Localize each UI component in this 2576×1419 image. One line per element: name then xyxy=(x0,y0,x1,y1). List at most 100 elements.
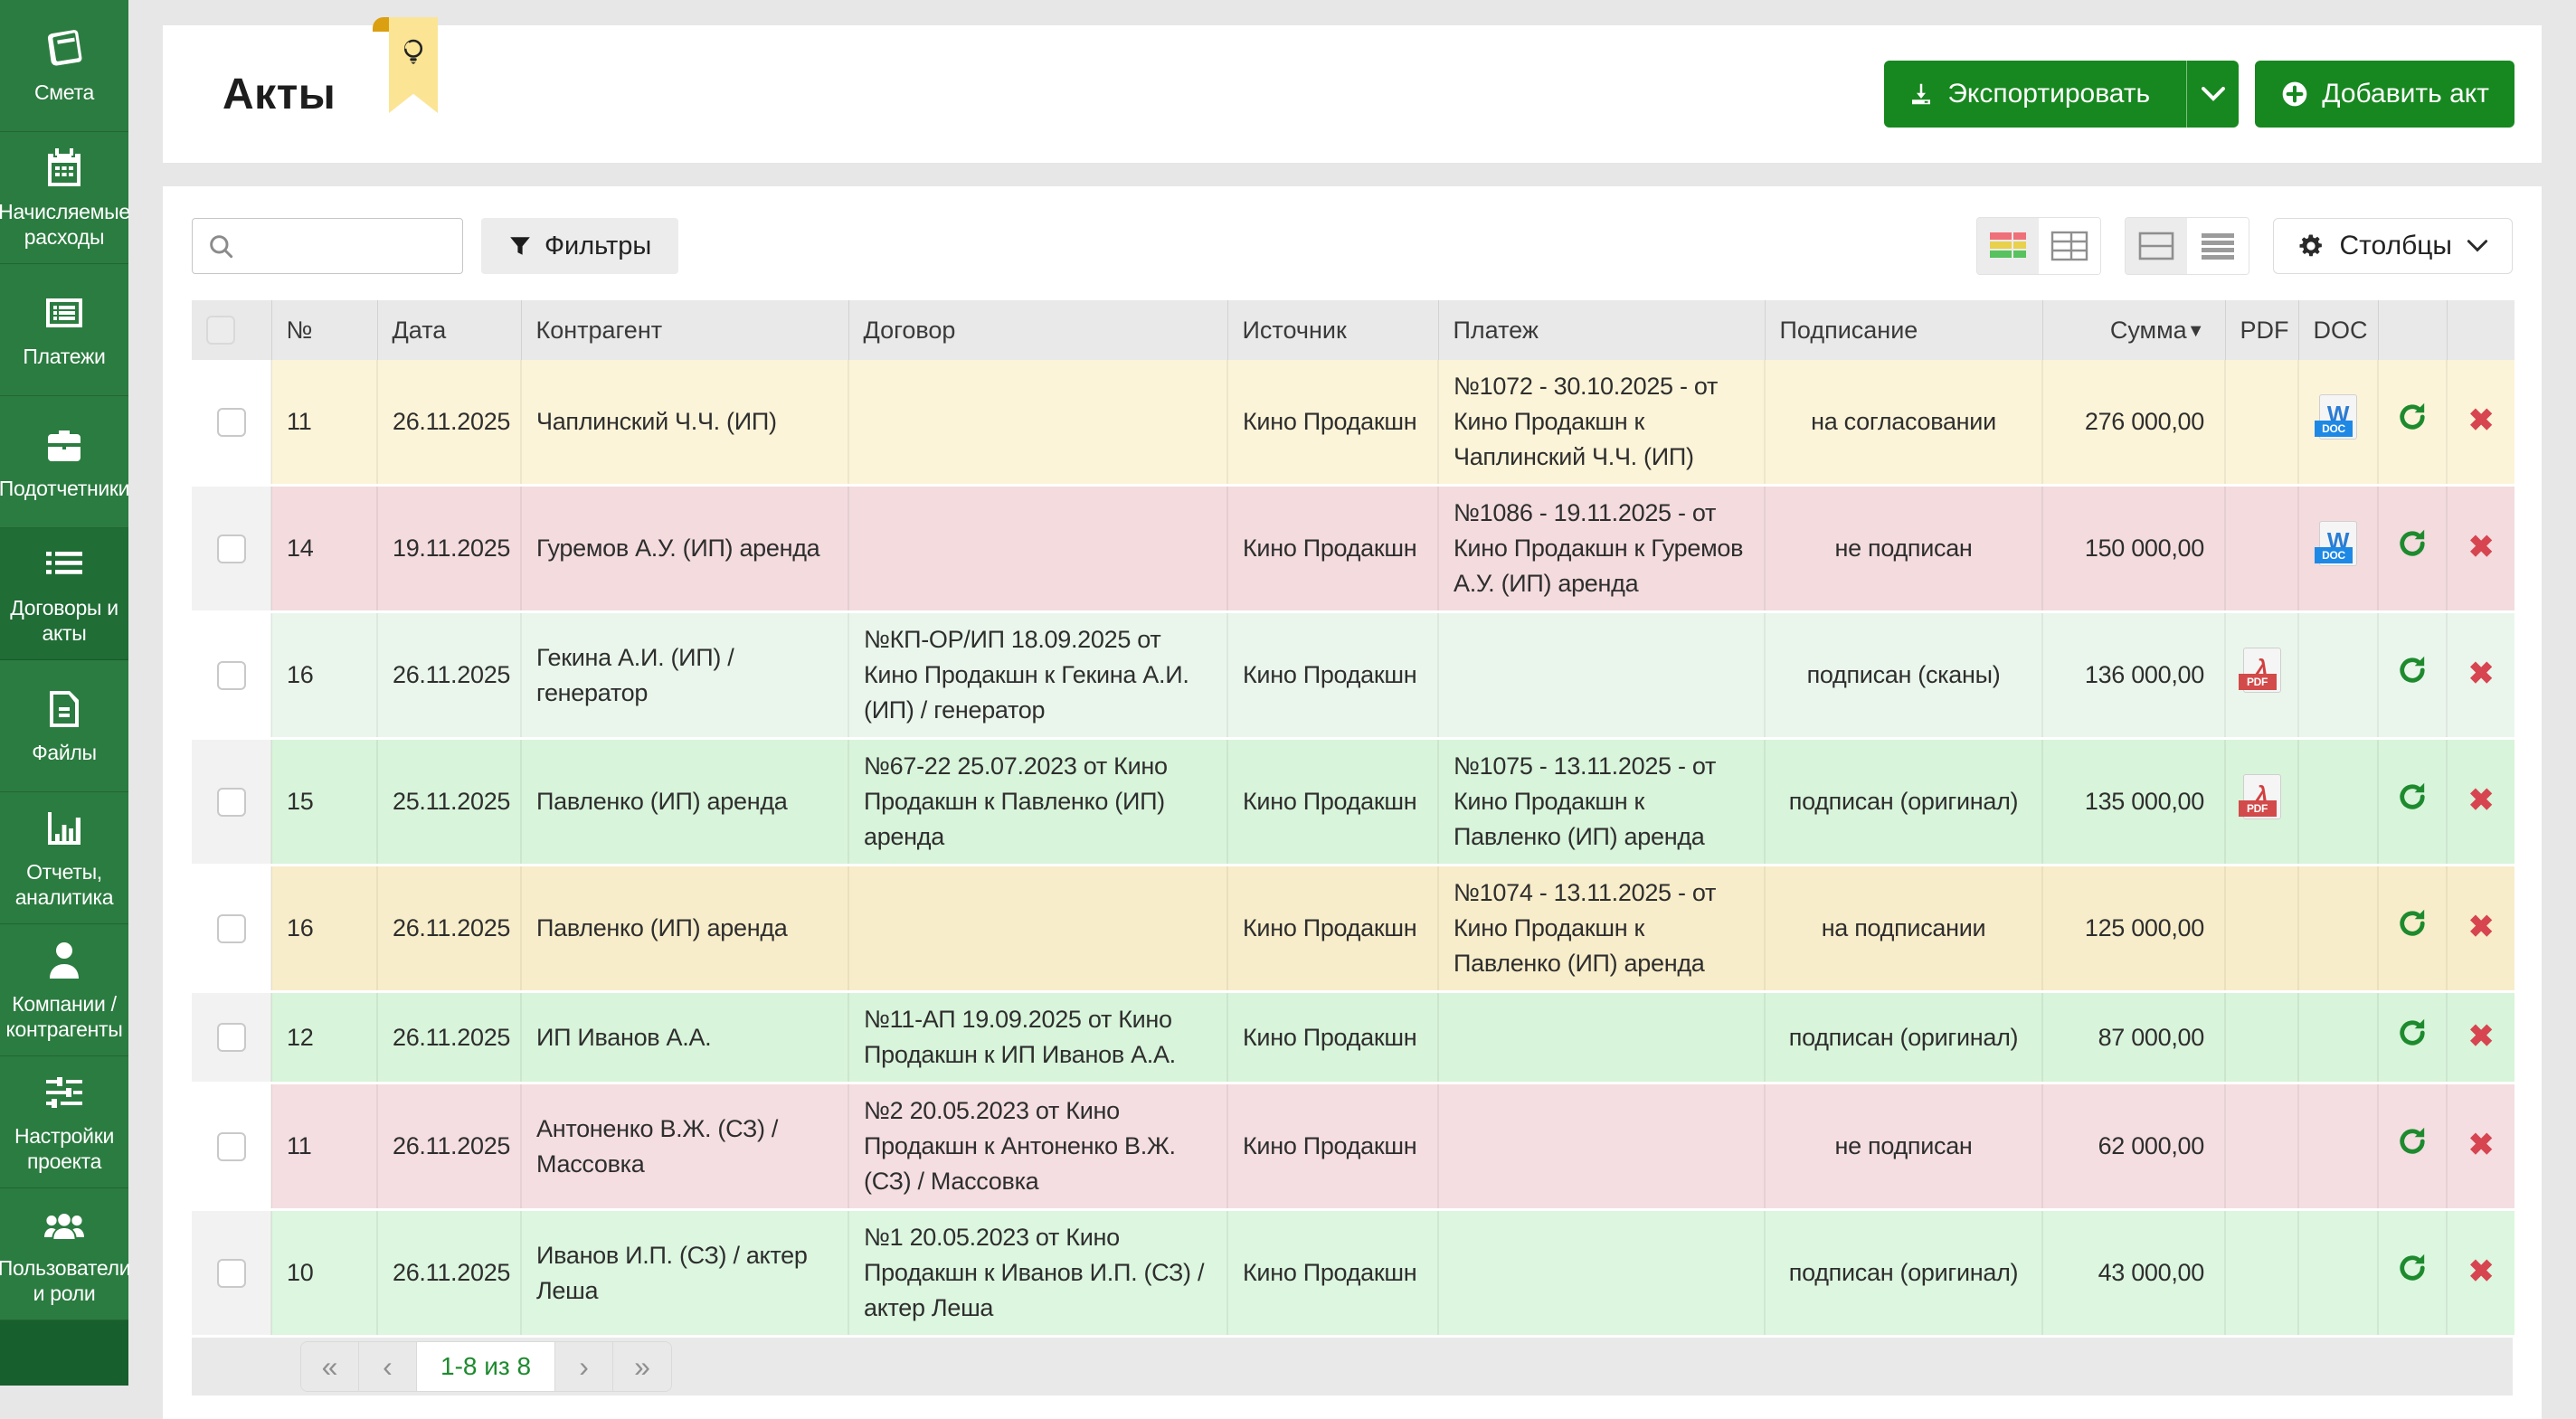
sidebar-item-label: Начисляемые расходы xyxy=(0,199,130,249)
cell-payment xyxy=(1438,991,1766,1084)
cell-date: 26.11.2025 xyxy=(377,991,522,1084)
table-toolbar: Фильтры xyxy=(192,217,2513,275)
last-page-button[interactable]: » xyxy=(613,1342,672,1391)
table-row[interactable]: 14 19.11.2025 Гуремов А.У. (ИП) аренда Кино… xyxy=(192,485,2514,613)
table-row[interactable]: 16 26.11.2025 Павленко (ИП) аренда Кино Про… xyxy=(192,865,2514,993)
sidebar-item-smeta[interactable]: Смета xyxy=(0,0,128,132)
column-header-amount[interactable]: Сумма▼ xyxy=(2042,300,2226,360)
plain-table-view-button[interactable] xyxy=(2039,218,2101,274)
row-checkbox[interactable] xyxy=(216,1023,246,1052)
column-header-contract[interactable]: Договор xyxy=(848,300,1228,360)
table-row[interactable]: 10 26.11.2025 Иванов И.П. (СЗ) / актер Леш… xyxy=(192,1209,2514,1338)
main-area: Акты Экспортировать xyxy=(128,0,2576,1419)
table-row[interactable]: 11 26.11.2025 Чаплинский Ч.Ч. (ИП) Кино Про… xyxy=(192,360,2514,487)
cell-refresh xyxy=(2378,991,2448,1084)
compact-rows-button[interactable] xyxy=(2187,218,2249,274)
colored-rows-view-button[interactable] xyxy=(1977,218,2040,274)
search-input[interactable] xyxy=(193,219,462,273)
cell-num: 12 xyxy=(271,991,378,1084)
filters-button[interactable]: Фильтры xyxy=(481,218,679,274)
delete-icon[interactable]: ✖ xyxy=(2467,403,2495,438)
refresh-icon[interactable] xyxy=(2396,401,2429,433)
sidebar-item-label: Компании / контрагенты xyxy=(5,991,123,1041)
refresh-icon xyxy=(2400,1018,2425,1045)
table-row[interactable]: 12 26.11.2025 ИП Иванов А.А. №11-АП 19.09.2… xyxy=(192,991,2514,1084)
column-header-doc[interactable]: DOC xyxy=(2298,300,2379,360)
column-header-pdf[interactable]: PDF xyxy=(2225,300,2299,360)
table-row[interactable]: 11 26.11.2025 Антоненко В.Ж. (СЗ) / Массов… xyxy=(192,1083,2514,1211)
sidebar-item-accountables[interactable]: Подотчетники xyxy=(0,396,130,528)
column-header-signing[interactable]: Подписание xyxy=(1765,300,2043,360)
add-act-button[interactable]: Добавить акт xyxy=(2255,61,2514,128)
hint-bookmark[interactable] xyxy=(389,17,438,113)
pdf-file-icon[interactable]: λ PDF xyxy=(2238,774,2281,819)
columns-button[interactable]: Столбцы xyxy=(2273,218,2513,274)
delete-icon[interactable]: ✖ xyxy=(2467,657,2495,691)
doc-file-icon[interactable]: W DOC xyxy=(2315,521,2357,566)
row-checkbox[interactable] xyxy=(216,787,246,817)
cell-num: 15 xyxy=(271,738,378,866)
refresh-icon xyxy=(2400,782,2425,809)
cell-delete: ✖ xyxy=(2447,865,2514,993)
delete-icon[interactable]: ✖ xyxy=(2467,1254,2495,1289)
sidebar-item-files[interactable]: Файлы xyxy=(0,660,128,792)
next-page-button[interactable]: › xyxy=(555,1342,614,1391)
delete-icon[interactable]: ✖ xyxy=(2467,783,2495,818)
refresh-icon xyxy=(2400,529,2425,556)
doc-file-icon[interactable]: W DOC xyxy=(2315,394,2357,440)
cell-payment: №1074 - 13.11.2025 - от Кино Продакшн к … xyxy=(1438,865,1766,993)
cell-contract: №2 20.05.2023 от Кино Продакшн к Антонен… xyxy=(848,1083,1228,1211)
refresh-icon[interactable] xyxy=(2396,527,2429,560)
delete-icon[interactable]: ✖ xyxy=(2467,1018,2495,1054)
column-header-refresh xyxy=(2378,300,2448,360)
column-header-source[interactable]: Источник xyxy=(1227,300,1439,360)
sidebar-item-settings[interactable]: Настройки проекта xyxy=(0,1056,128,1188)
prev-page-button[interactable]: ‹ xyxy=(359,1342,417,1391)
cell-checkbox xyxy=(192,991,272,1084)
cell-date: 26.11.2025 xyxy=(377,865,522,993)
refresh-icon[interactable] xyxy=(2396,780,2429,813)
column-header-num[interactable]: № xyxy=(271,300,378,360)
table-row[interactable]: 16 26.11.2025 Гекина А.И. (ИП) / генератор… xyxy=(192,611,2514,740)
first-page-button[interactable]: « xyxy=(301,1342,359,1391)
page-header: Акты Экспортировать xyxy=(163,17,2542,163)
export-menu-toggle[interactable] xyxy=(2186,61,2239,128)
row-checkbox[interactable] xyxy=(216,660,246,690)
row-checkbox[interactable] xyxy=(216,913,246,943)
sidebar-item-reports[interactable]: Отчеты, аналитика xyxy=(0,792,128,924)
refresh-icon[interactable] xyxy=(2396,1252,2429,1284)
row-checkbox[interactable] xyxy=(216,534,246,563)
select-all-checkbox[interactable] xyxy=(206,316,235,345)
row-checkbox[interactable] xyxy=(216,407,246,437)
refresh-icon[interactable] xyxy=(2396,1017,2429,1049)
cell-signing: подписан (оригинал) xyxy=(1765,1209,2043,1338)
delete-icon[interactable]: ✖ xyxy=(2467,530,2495,564)
refresh-icon[interactable] xyxy=(2396,1125,2429,1158)
export-button[interactable]: Экспортировать xyxy=(1884,61,2240,128)
search-icon xyxy=(210,235,233,259)
sidebar-item-label: Пользователи и роли xyxy=(0,1255,131,1305)
header-select-all[interactable] xyxy=(192,300,272,360)
column-header-contractor[interactable]: Контрагент xyxy=(521,300,849,360)
row-checkbox[interactable] xyxy=(216,1131,246,1161)
expanded-rows-button[interactable] xyxy=(2126,218,2188,274)
cell-payment xyxy=(1438,1209,1766,1338)
column-header-date[interactable]: Дата xyxy=(377,300,522,360)
sidebar-item-expenses[interactable]: Начисляемые расходы xyxy=(0,132,130,264)
refresh-icon[interactable] xyxy=(2396,907,2429,940)
refresh-icon xyxy=(2400,656,2425,683)
table-row[interactable]: 15 25.11.2025 Павленко (ИП) аренда №67-22 2… xyxy=(192,738,2514,866)
refresh-icon[interactable] xyxy=(2396,654,2429,686)
sidebar-item-users[interactable]: Пользователи и роли xyxy=(0,1188,131,1320)
pdf-file-icon[interactable]: λ PDF xyxy=(2238,648,2281,693)
sidebar-item-label: Подотчетники xyxy=(0,476,130,500)
sidebar-item-contracts-acts[interactable]: Договоры и акты xyxy=(0,528,128,660)
delete-icon[interactable]: ✖ xyxy=(2467,1128,2495,1162)
cell-date: 26.11.2025 xyxy=(377,611,522,740)
delete-icon[interactable]: ✖ xyxy=(2467,910,2495,944)
column-header-payment[interactable]: Платеж xyxy=(1438,300,1766,360)
sidebar-item-payments[interactable]: Платежи xyxy=(0,264,128,396)
cell-date: 26.11.2025 xyxy=(377,1209,522,1338)
sidebar-item-companies[interactable]: Компании / контрагенты xyxy=(0,924,128,1056)
row-checkbox[interactable] xyxy=(216,1258,246,1288)
